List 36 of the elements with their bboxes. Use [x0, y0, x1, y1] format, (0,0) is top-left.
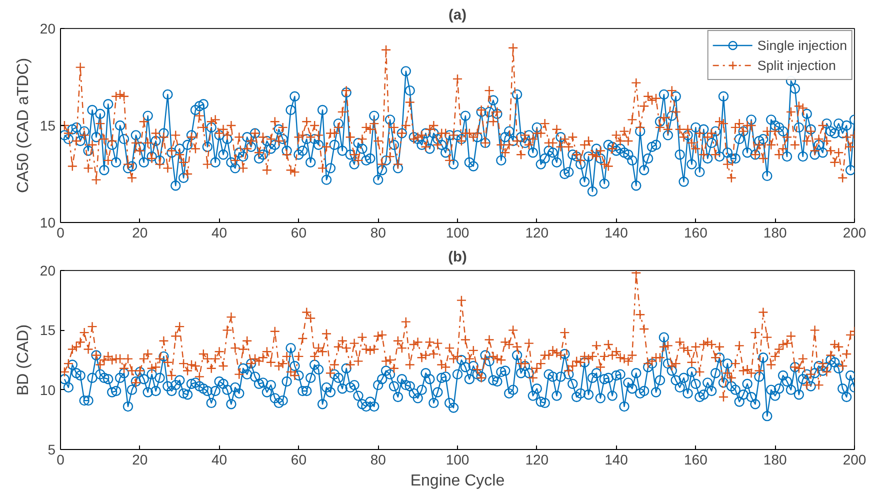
y-tick-label: 20 — [40, 262, 56, 278]
x-tick-label: 140 — [604, 452, 628, 468]
x-tick-label: 40 — [212, 224, 228, 240]
x-tick-label: 20 — [132, 452, 148, 468]
x-tick-label: 80 — [370, 452, 386, 468]
x-tick-label: 80 — [370, 224, 386, 240]
chart-title: (b) — [448, 250, 467, 266]
x-tick-label: 60 — [290, 452, 307, 468]
x-tick-label: 100 — [446, 452, 470, 468]
x-tick-label: 40 — [212, 452, 228, 468]
x-tick-label: 180 — [763, 224, 787, 240]
chart-title: (a) — [448, 8, 467, 24]
y-axis-title: BD (CAD) — [14, 324, 32, 396]
y-tick-label: 15 — [40, 118, 56, 134]
x-tick-label: 200 — [842, 224, 866, 240]
legend-label: Split injection — [757, 58, 836, 72]
x-tick-label: 180 — [763, 452, 787, 468]
x-tick-label: 120 — [525, 224, 549, 240]
y-tick-label: 15 — [40, 322, 56, 338]
y-tick-label: 10 — [40, 382, 56, 398]
x-tick-label: 140 — [604, 224, 628, 240]
y-tick-label: 5 — [48, 442, 56, 458]
y-tick-label: 20 — [40, 20, 56, 36]
y-tick-label: 10 — [40, 214, 56, 230]
x-tick-label: 100 — [446, 224, 470, 240]
x-tick-label: 160 — [684, 224, 708, 240]
legend-label: Single injection — [757, 38, 847, 52]
x-tick-label: 60 — [290, 224, 307, 240]
y-axis-title: CA50 (CAD aTDC) — [14, 58, 32, 194]
x-tick-label: 20 — [132, 224, 148, 240]
x-tick-label: 120 — [525, 452, 549, 468]
x-tick-label: 0 — [56, 224, 65, 240]
x-tick-label: 200 — [842, 452, 866, 468]
x-axis-title: Engine Cycle — [410, 472, 505, 490]
x-tick-label: 160 — [684, 452, 708, 468]
x-tick-label: 0 — [56, 452, 65, 468]
